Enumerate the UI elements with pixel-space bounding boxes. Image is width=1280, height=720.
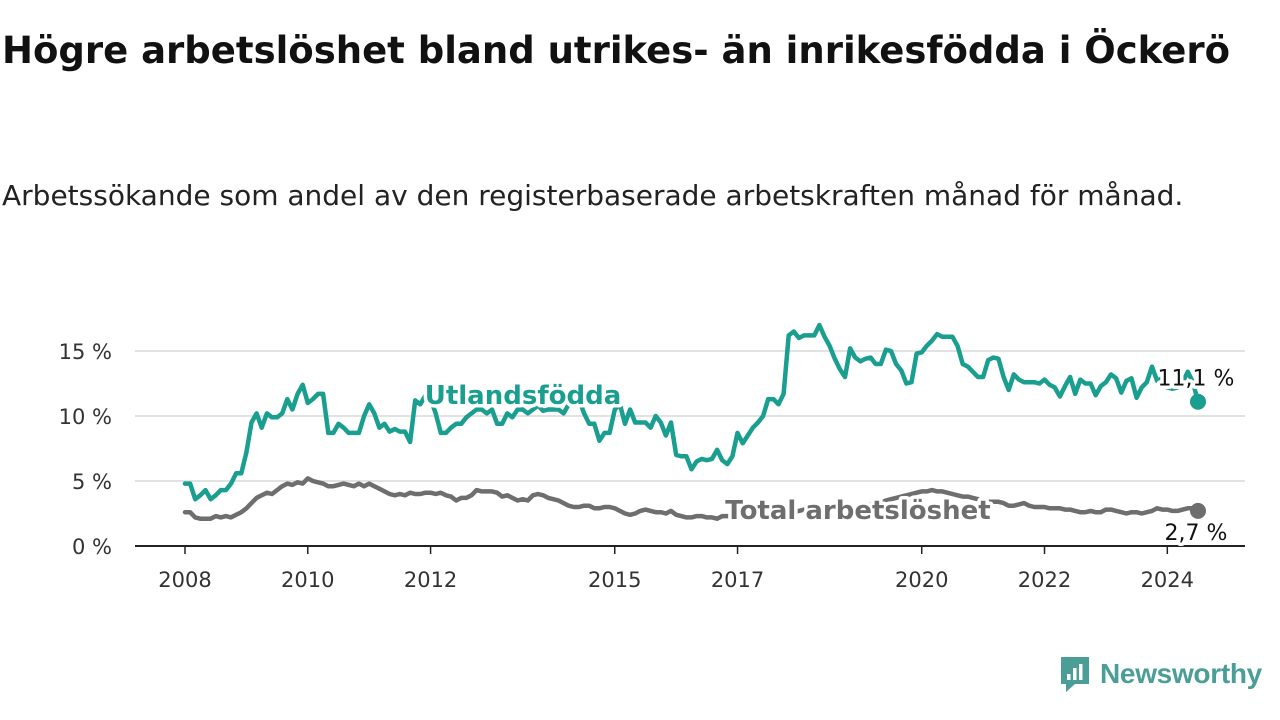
series-end-label: 11,1 % bbox=[1158, 367, 1235, 392]
x-tick-label: 2012 bbox=[404, 568, 457, 592]
y-tick-label: 10 % bbox=[59, 405, 112, 429]
series-line bbox=[182, 322, 1201, 502]
newsworthy-logo-icon bbox=[1061, 657, 1089, 692]
x-tick-label: 2015 bbox=[588, 568, 641, 592]
brand-name: Newsworthy bbox=[1100, 658, 1262, 689]
x-tick-label: 2017 bbox=[711, 568, 764, 592]
series-labels: 11,1 % Utlandsfödda 2,7 % Total arbetslöshe… bbox=[421, 363, 1238, 549]
x-axis: 2008 2010 2012 2015 2017 2020 2022 2024 bbox=[135, 545, 1245, 592]
y-tick-label: 5 % bbox=[72, 470, 112, 494]
chart-subtitle: Arbetssökande som andel av den registerb… bbox=[2, 179, 1184, 212]
y-tick-label: 0 % bbox=[72, 535, 112, 559]
chart-title: Högre arbetslöshet bland utrikes- än inr… bbox=[2, 29, 1231, 72]
newsworthy-brand: Newsworthy bbox=[1058, 654, 1262, 694]
series-lines bbox=[182, 322, 1206, 521]
series-line bbox=[182, 476, 1201, 521]
x-tick-label: 2024 bbox=[1141, 568, 1194, 592]
series-end-dot bbox=[1190, 502, 1206, 519]
series-name-label: Total arbetslöshet bbox=[725, 496, 990, 526]
x-tick-label: 2010 bbox=[281, 568, 334, 592]
y-tick-label: 15 % bbox=[59, 340, 112, 364]
series-end-dot bbox=[1190, 393, 1206, 410]
series-end-label: 2,7 % bbox=[1165, 521, 1228, 546]
x-tick-label: 2008 bbox=[158, 568, 211, 592]
series-name-label: Utlandsfödda bbox=[425, 381, 622, 411]
x-tick-label: 2020 bbox=[895, 568, 948, 592]
y-axis-ticks: 0 % 5 % 10 % 15 % bbox=[59, 340, 112, 559]
x-tick-label: 2022 bbox=[1018, 568, 1071, 592]
